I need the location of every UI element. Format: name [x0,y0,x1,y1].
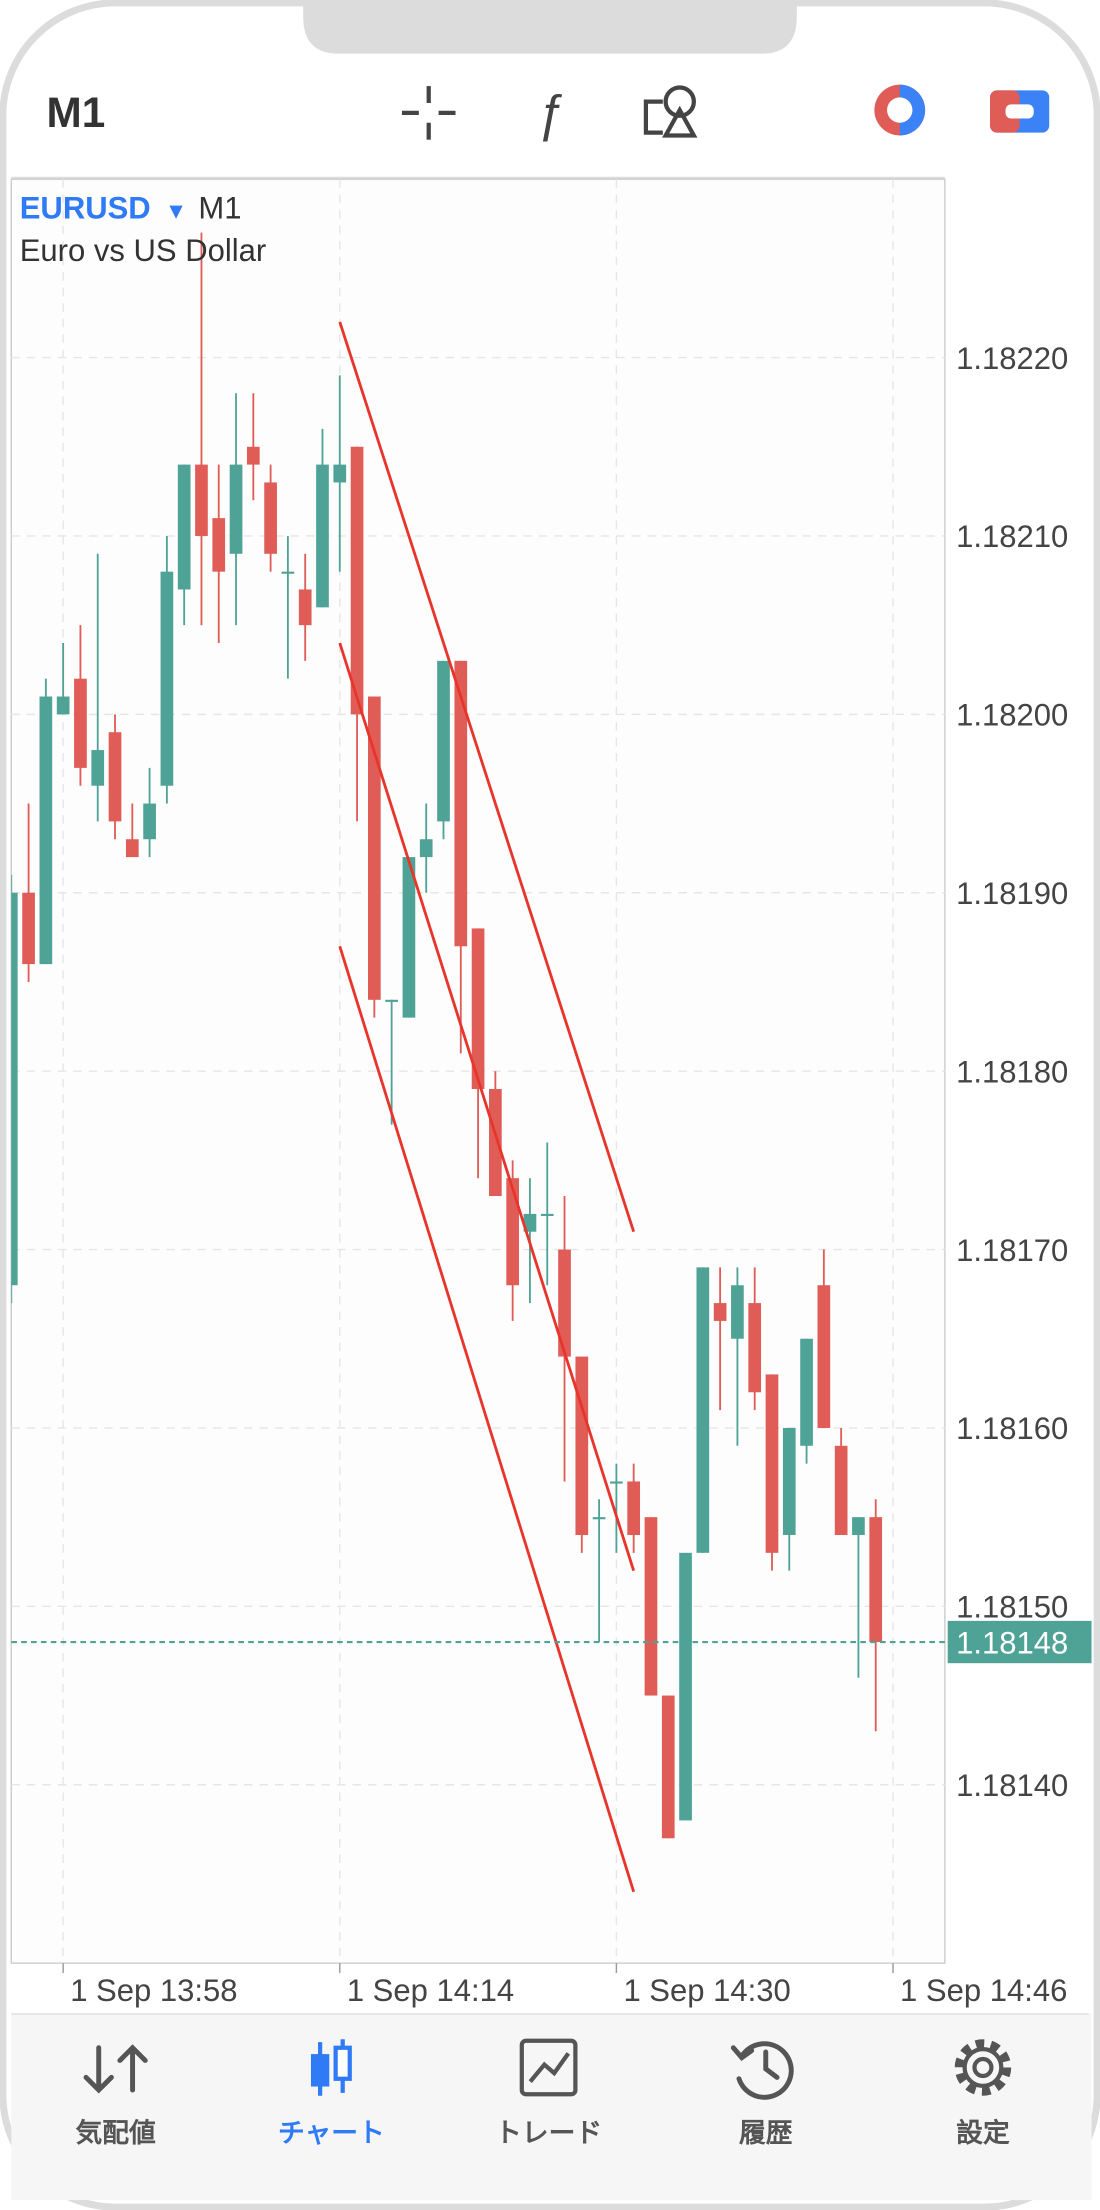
candle-body [454,660,468,947]
candle-body [471,928,485,1089]
candle-body [731,1285,744,1339]
candle-body [39,696,53,965]
candle-body [91,750,105,786]
y-tick-label: 1.18220 [956,341,1068,376]
y-tick-label: 1.18180 [956,1054,1068,1089]
y-tick-label: 1.18150 [956,1590,1068,1625]
y-tick-label: 1.18200 [956,698,1068,733]
channel-line[interactable] [338,642,636,1572]
last-price-label: 1.18148 [956,1625,1068,1660]
tab-labels: 気配値 チャート トレード 履歴 設定 [75,2117,1009,2148]
x-tick-label: 1 Sep 13:58 [70,1973,237,2008]
candle-body [229,464,243,554]
candle-body [56,696,70,715]
candle-body [11,892,18,1286]
symbol-dropdown[interactable]: ▼ [165,199,187,224]
candle-body [402,857,416,1018]
candle-body [350,446,364,715]
chart-timeframe: M1 [198,191,241,226]
x-tick-label: 1 Sep 14:14 [347,1973,514,2008]
trade-icon[interactable] [990,90,1050,133]
candle-body [661,1695,675,1839]
candle-body [177,464,191,590]
crosshair-icon[interactable] [401,86,456,140]
notch [303,2,797,54]
y-tick-label: 1.18160 [956,1411,1068,1446]
candle-body [696,1267,710,1553]
candle-body [298,589,312,626]
indicator-icon[interactable]: ƒ [536,84,564,141]
candle-body [489,1088,502,1197]
channel-line[interactable] [338,321,636,1233]
candle-body [281,571,295,574]
candle-body [782,1427,796,1535]
account-icon[interactable] [874,84,926,136]
candle-body [834,1445,848,1535]
x-tick-label: 1 Sep 14:30 [623,1973,790,2008]
tab-label[interactable]: チャート [278,2118,385,2148]
y-tick-label: 1.18170 [956,1233,1068,1268]
candle-body [575,1356,589,1535]
tab-bar [11,2013,1092,2201]
candle-body [800,1338,813,1446]
candle-body [333,464,347,483]
candle-body [74,678,87,768]
candle-body [385,999,398,1002]
trade-tab-icon[interactable] [519,2038,578,2097]
candle-body [264,482,277,554]
candle-body [610,1481,623,1484]
candle-body [679,1552,692,1821]
quotes-icon[interactable] [83,2044,148,2094]
x-tick-label: 1 Sep 14:46 [900,1973,1067,2008]
candle-body [748,1303,762,1393]
chart-header: EURUSD ▼ M1 [20,191,242,226]
candle-body [108,732,122,822]
candle-body [506,1178,520,1286]
candle-body [852,1517,865,1535]
objects-icon[interactable] [643,85,698,138]
candle-body [558,1249,571,1357]
candle-body [195,464,208,536]
header-timeframe[interactable]: M1 [47,89,106,136]
candle-body [523,1213,537,1232]
candle-body [160,571,174,786]
tab-label[interactable]: 設定 [956,2117,1010,2148]
candle-body [765,1374,779,1553]
y-tick-label: 1.18190 [956,876,1068,911]
y-tick-label: 1.18210 [956,519,1068,554]
candle-body [540,1213,554,1216]
candle-body [143,803,156,840]
candle-body [316,464,329,608]
y-tick-label: 1.18140 [956,1768,1068,1803]
candle-body [644,1517,658,1696]
candle-body [212,518,226,572]
candle-body [367,696,381,1000]
axes: 1.18140 1.18150 1.18160 1.18170 1.18180 1.181… [11,341,1092,2008]
candle-body [627,1481,641,1535]
channel-line[interactable] [338,945,636,1893]
candle-body [22,892,35,965]
last-price-box [947,1620,1092,1664]
candle-body [437,660,450,822]
tab-label[interactable]: 気配値 [75,2117,156,2148]
candle-body [125,839,139,858]
symbol[interactable]: EURUSD [20,191,151,226]
candle-body [246,446,260,465]
tab-label[interactable]: トレード [495,2118,602,2148]
tab-label[interactable]: 履歴 [739,2118,793,2148]
chart-tab-icon[interactable] [310,2039,352,2096]
plot [11,232,883,1893]
candle-body [419,839,433,858]
history-tab-icon[interactable] [730,2041,794,2100]
symbol-description: Euro vs US Dollar [20,233,266,268]
candle-body [713,1303,727,1321]
candle-body [817,1285,831,1428]
candle-body [592,1517,606,1520]
settings-tab-icon[interactable] [954,2039,1012,2096]
candle-body [869,1517,883,1643]
